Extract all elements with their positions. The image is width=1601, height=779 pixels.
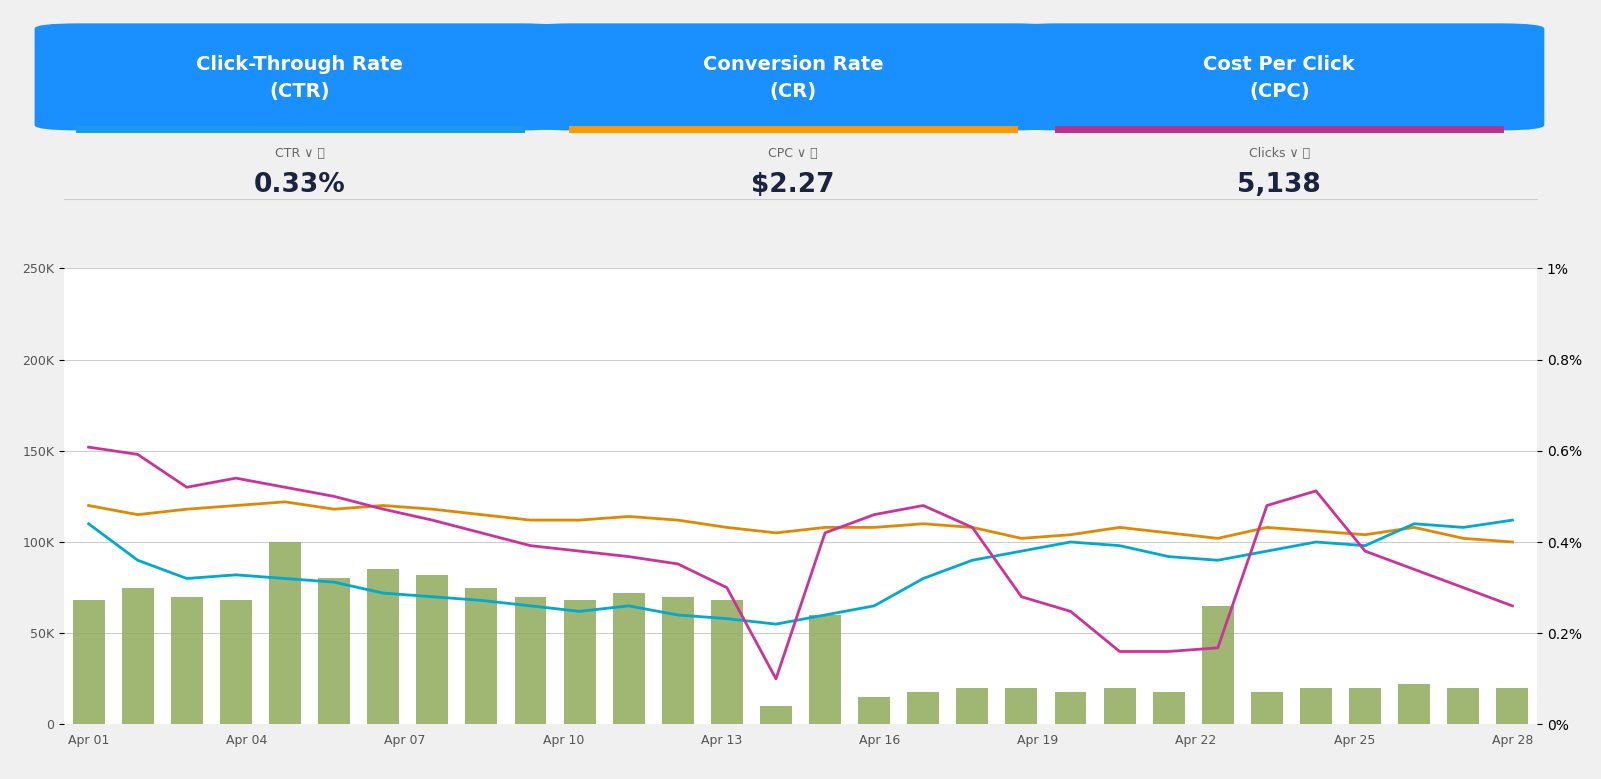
Text: 5,138: 5,138 [1238, 172, 1321, 198]
Bar [760, 707, 792, 724]
Bar [613, 593, 645, 724]
Bar [956, 688, 988, 724]
Bar [1350, 688, 1382, 724]
Bar [122, 587, 154, 724]
Bar [219, 601, 251, 724]
Bar [1398, 684, 1430, 724]
Text: CTR ∨ ⓘ: CTR ∨ ⓘ [275, 146, 325, 160]
FancyBboxPatch shape [528, 23, 1058, 130]
Bar [908, 692, 940, 724]
Bar [1202, 606, 1234, 724]
Text: Cost Per Click
(CPC): Cost Per Click (CPC) [1204, 55, 1354, 100]
Bar [711, 601, 743, 724]
Bar [809, 615, 841, 724]
Text: Click-Through Rate
(CTR): Click-Through Rate (CTR) [197, 55, 403, 100]
Bar [661, 597, 693, 724]
Bar [1153, 692, 1185, 724]
FancyBboxPatch shape [1013, 23, 1545, 130]
Bar [1250, 692, 1282, 724]
Bar [1497, 688, 1529, 724]
Bar [466, 587, 498, 724]
Bar [416, 575, 448, 724]
Bar [564, 601, 596, 724]
Text: CPC ∨ ⓘ: CPC ∨ ⓘ [768, 146, 818, 160]
Text: $2.27: $2.27 [751, 172, 834, 198]
Text: 0.33%: 0.33% [255, 172, 346, 198]
Bar [514, 597, 546, 724]
Bar [319, 579, 351, 724]
Bar [72, 601, 104, 724]
Bar [1005, 688, 1037, 724]
Bar [1300, 688, 1332, 724]
Text: Clicks ∨ ⓘ: Clicks ∨ ⓘ [1249, 146, 1310, 160]
Bar [367, 569, 399, 724]
Bar [858, 697, 890, 724]
Text: Conversion Rate
(CR): Conversion Rate (CR) [703, 55, 884, 100]
Bar [1055, 692, 1087, 724]
Bar [269, 542, 301, 724]
Bar [1103, 688, 1135, 724]
FancyBboxPatch shape [35, 23, 565, 130]
Bar [171, 597, 203, 724]
Bar [1447, 688, 1479, 724]
